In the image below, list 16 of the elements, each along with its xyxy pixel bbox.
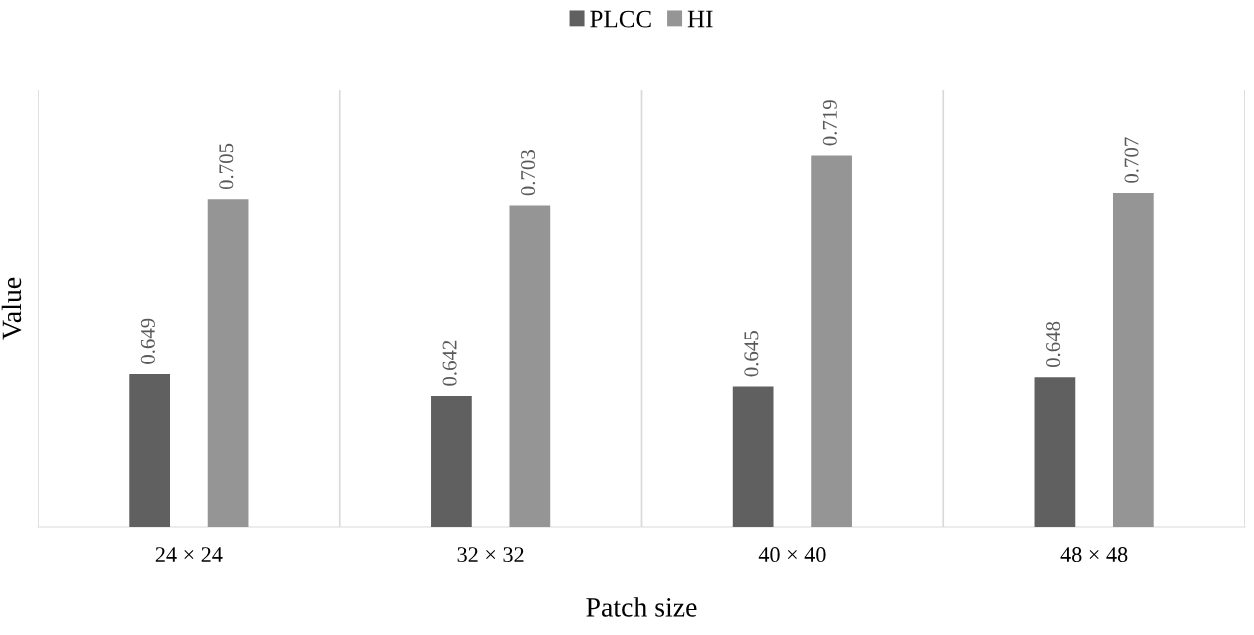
x-tick-label: 48 × 48 xyxy=(1060,547,1128,563)
data-label: 0.642 xyxy=(442,340,457,386)
data-label: 0.707 xyxy=(1124,137,1139,183)
x-axis-title: Patch size xyxy=(586,597,697,617)
x-tick-label: 40 × 40 xyxy=(758,547,826,563)
x-tick-label: 24 × 24 xyxy=(155,547,223,562)
legend-label: PLCC xyxy=(590,10,651,28)
data-label: 0.645 xyxy=(744,331,759,377)
data-label: 0.649 xyxy=(140,318,155,364)
legend-label: HI xyxy=(687,10,713,28)
data-label: 0.648 xyxy=(1046,321,1061,368)
y-axis-title: Value xyxy=(1,277,22,340)
data-label: 0.703 xyxy=(521,150,536,196)
data-label: 0.705 xyxy=(219,143,234,190)
data-label: 0.719 xyxy=(822,100,837,146)
x-tick-label: 32 × 32 xyxy=(457,547,524,563)
